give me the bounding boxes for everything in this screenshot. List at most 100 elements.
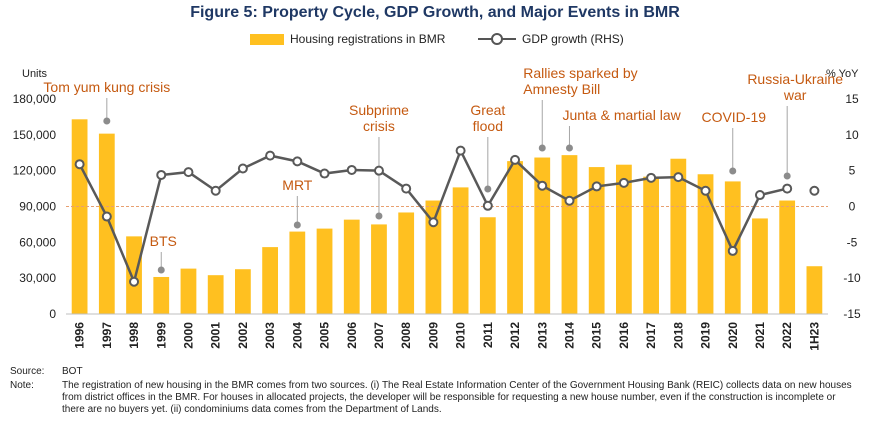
annotation-label: COVID-19 [701,109,766,125]
gdp-point-2021 [754,190,765,201]
annotation-dot [565,144,573,152]
y-right-tick-label: -10 [843,271,861,285]
annotation-label: Tom yum kung crisis [43,79,170,95]
y-right-tick-label: -15 [843,307,861,321]
bar-2022 [779,200,796,314]
annotation-dot [783,172,791,180]
left-axis-unit: Units [22,68,48,80]
x-tick-label: 2011 [481,322,495,348]
bar-2007 [371,224,387,314]
x-tick-label: 2016 [617,322,631,349]
y-right-tick-label: 10 [845,128,859,142]
annotation-label: Amnesty Bill [523,81,600,97]
gdp-point-1996 [74,159,85,170]
annotation-dot [375,212,383,220]
y-left-tick-label: 180,000 [13,92,57,106]
note-text: The registration of new housing in the B… [62,380,852,415]
gdp-point-2013 [537,180,548,191]
bar-2012 [507,161,523,314]
gdp-point-2011 [482,200,493,211]
bar-2003 [262,247,278,314]
bar-2017 [643,176,659,314]
annotation-label: Junta & martial law [562,107,681,123]
x-tick-label: 1H23 [807,322,821,351]
note-label: Note: [10,380,34,391]
gdp-point-2009 [428,217,439,228]
gdp-point-2002 [237,163,248,174]
gdp-point-2008 [401,183,412,194]
x-tick-label: 2006 [345,322,359,349]
x-tick-label: 1999 [154,322,168,349]
x-tick-label: 2010 [454,322,468,349]
gdp-point-2017 [646,172,657,183]
gdp-point-2012 [510,154,521,165]
source-text: BOT [62,366,83,377]
gdp-point-2000 [183,167,194,178]
bar-2006 [343,219,360,314]
bar-2011 [479,217,496,314]
legend-item-bars: Housing registrations in BMR [250,32,445,46]
legend-bar-label: Housing registrations in BMR [290,32,446,46]
source-row: Source: BOT [10,366,852,378]
x-tick-label: 2005 [318,322,332,349]
gdp-point-2010 [455,145,466,156]
gdp-point-2018 [673,172,684,183]
bar-2004 [289,231,306,314]
gdp-point-1H23 [809,185,820,196]
x-tick-label: 2007 [372,322,386,349]
x-tick-label: 1997 [100,322,114,349]
x-tick-label: 2004 [290,322,304,349]
bar-2008 [398,212,415,314]
legend-item-line: GDP growth (RHS) [478,32,624,46]
annotation-label: MRT [282,177,313,193]
bar-2000 [180,268,197,314]
bar-1999 [153,276,170,314]
gdp-point-2003 [265,150,276,161]
bar-2002 [235,269,251,314]
bar-2013 [534,157,551,314]
gdp-point-2022 [782,183,793,194]
y-right-tick-label: 0 [849,200,856,214]
gdp-point-2007 [373,165,384,176]
y-left-tick-label: 90,000 [19,200,56,214]
x-tick-label: 2021 [753,322,767,349]
annotation-label: war [783,87,807,103]
x-tick-label: 2000 [181,322,195,349]
gdp-point-1999 [156,169,167,180]
x-tick-label: 2015 [590,322,604,349]
bar-2015 [588,167,605,314]
annotation-label: flood [473,118,503,134]
bar-2010 [452,187,469,314]
annotation-dot [484,185,492,193]
x-tick-label: 2008 [399,322,413,349]
gdp-point-1998 [129,276,140,287]
y-right-tick-label: 5 [849,164,856,178]
bar-2014 [561,155,578,314]
gdp-point-2020 [727,245,738,256]
gdp-point-2006 [346,164,357,175]
x-tick-label: 2018 [671,322,685,349]
y-right-tick-label: 15 [845,92,859,106]
x-tick-label: 1996 [73,322,87,349]
y-left-tick-label: 120,000 [13,164,57,178]
x-tick-label: 2002 [236,322,250,349]
bar-2016 [616,164,632,314]
bar-2001 [207,275,224,314]
y-left-tick-label: 60,000 [19,235,56,249]
x-tick-label: 2012 [508,322,522,349]
annotation-label: Subprime [349,102,409,118]
bar-2021 [752,218,768,314]
bar-2018 [670,158,687,314]
note-row: Note: The registration of new housing in … [10,380,852,416]
y-left-tick-label: 30,000 [19,271,56,285]
x-tick-label: 2020 [726,322,740,349]
annotation-dot [157,266,165,274]
right-axis-unit: % YoY [826,68,859,80]
gdp-point-2004 [292,156,303,167]
y-right-tick-label: -5 [847,235,858,249]
bar-1997 [98,133,115,314]
gdp-point-1997 [101,211,112,222]
x-tick-label: 2001 [209,322,223,349]
annotation-label: Great [470,102,505,118]
bar-2019 [697,174,714,314]
